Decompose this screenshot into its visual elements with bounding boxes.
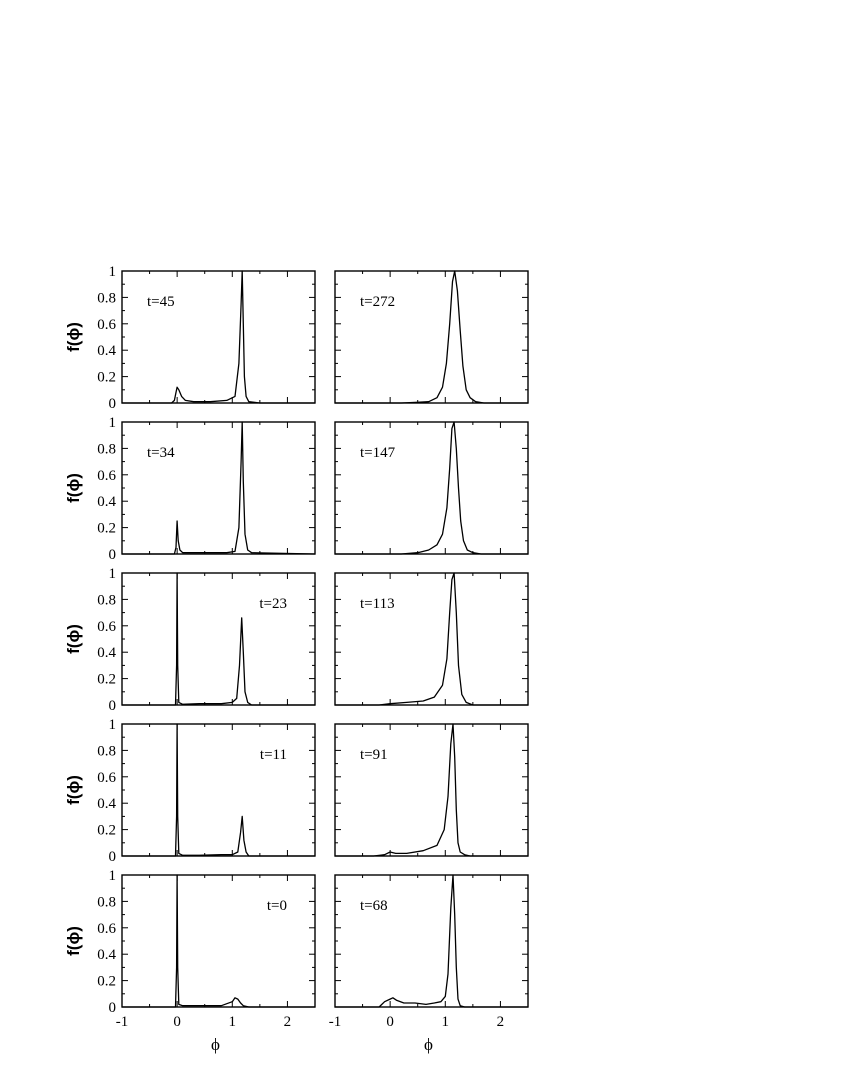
- y-tick-label: 0: [109, 396, 117, 412]
- y-tick-label: 0.8: [97, 592, 116, 608]
- y-tick-label: 1: [109, 264, 117, 280]
- panel-time-label: t=68: [360, 898, 388, 914]
- y-axis-label: f(ϕ): [64, 926, 83, 956]
- y-tick-label: 0.4: [97, 947, 116, 963]
- y-tick-label: 0: [109, 849, 117, 865]
- x-tick-label: -1: [116, 1014, 129, 1030]
- distribution-curve: [122, 270, 315, 404]
- panel-1: 0 0.2 0.4 0.6 0.8 1 t=45 f(ϕ): [64, 264, 316, 412]
- distribution-curve: [335, 572, 528, 706]
- distribution-curve: [122, 874, 315, 1008]
- plot-frame: [121, 572, 316, 706]
- panel-4: t=147: [334, 421, 529, 555]
- panel-7: 0 0.2 0.4 0.6 0.8 1 t=11 f(ϕ): [64, 717, 316, 865]
- y-tick-label: 0: [109, 547, 117, 563]
- y-tick-label: 0.2: [97, 521, 116, 537]
- y-tick-label: 1: [109, 415, 117, 431]
- y-tick-label: 0: [109, 1000, 117, 1016]
- x-tick-label: 0: [173, 1014, 181, 1030]
- distribution-curve: [335, 421, 528, 555]
- panel-time-label: t=34: [147, 445, 175, 461]
- y-tick-label: 0.2: [97, 370, 116, 386]
- y-tick-label: 0.2: [97, 672, 116, 688]
- y-tick-label: 0.6: [97, 619, 116, 635]
- x-tick-label: -1: [329, 1014, 342, 1030]
- y-axis-label: f(ϕ): [64, 775, 83, 805]
- panel-time-label: t=272: [360, 294, 395, 310]
- y-tick-label: 0: [109, 698, 117, 714]
- x-tick-label: 0: [386, 1014, 394, 1030]
- y-tick-label: 1: [109, 566, 117, 582]
- y-tick-label: 0.8: [97, 894, 116, 910]
- y-tick-label: 0.2: [97, 974, 116, 990]
- distribution-curve: [122, 572, 315, 706]
- plot-frame: [121, 874, 316, 1008]
- panel-time-label: t=23: [259, 596, 287, 612]
- y-tick-label: 0.8: [97, 290, 116, 306]
- plot-frame: [334, 421, 529, 555]
- y-tick-label: 0.4: [97, 343, 116, 359]
- plot-frame: [121, 270, 316, 404]
- y-tick-label: 1: [109, 717, 117, 733]
- distribution-curve: [335, 874, 528, 1008]
- plot-frame: [121, 421, 316, 555]
- distribution-curve: [335, 270, 528, 404]
- x-tick-label: 1: [442, 1014, 450, 1030]
- panel-time-label: t=113: [360, 596, 395, 612]
- panel-time-label: t=11: [260, 747, 287, 763]
- y-tick-label: 1: [109, 868, 117, 884]
- panel-6: t=113: [334, 572, 529, 706]
- y-tick-label: 0.4: [97, 796, 116, 812]
- distribution-curve: [122, 723, 315, 857]
- distribution-curve: [122, 421, 316, 555]
- x-axis-label: ϕ: [211, 1035, 220, 1054]
- plot-frame: [334, 723, 529, 857]
- y-axis-label: f(ϕ): [64, 322, 83, 352]
- panel-time-label: t=45: [147, 294, 175, 310]
- y-tick-label: 0.8: [97, 743, 116, 759]
- x-axis-label: ϕ: [424, 1035, 433, 1054]
- panel-8: t=91: [334, 723, 529, 857]
- panel-3: 0 0.2 0.4 0.6 0.8 1 t=34 f(ϕ): [64, 415, 316, 563]
- plot-frame: [121, 723, 316, 857]
- plot-frame: [334, 270, 529, 404]
- plot-frame: [334, 874, 529, 1008]
- y-tick-label: 0.6: [97, 770, 116, 786]
- panel-10: -1 0 1 2 t=68 ϕ: [329, 874, 529, 1054]
- panel-time-label: t=147: [360, 445, 396, 461]
- y-axis-label: f(ϕ): [64, 624, 83, 654]
- panel-5: 0 0.2 0.4 0.6 0.8 1 t=23 f(ϕ): [64, 566, 316, 714]
- y-tick-label: 0.2: [97, 823, 116, 839]
- y-tick-label: 0.8: [97, 441, 116, 457]
- y-tick-label: 0.4: [97, 494, 116, 510]
- y-tick-label: 0.4: [97, 645, 116, 661]
- y-axis-label: f(ϕ): [64, 473, 83, 503]
- x-tick-label: 1: [229, 1014, 237, 1030]
- distribution-curve: [335, 723, 528, 857]
- x-tick-label: 2: [284, 1014, 292, 1030]
- plot-frame: [334, 572, 529, 706]
- panel-2: t=272: [334, 270, 529, 404]
- y-tick-label: 0.6: [97, 468, 116, 484]
- y-tick-label: 0.6: [97, 317, 116, 333]
- panel-time-label: t=91: [360, 747, 388, 763]
- x-tick-label: 2: [497, 1014, 505, 1030]
- panel-time-label: t=0: [267, 898, 287, 914]
- y-tick-label: 0.6: [97, 921, 116, 937]
- panel-9: -1 0 1 200.20.40.60.81t=0f(ϕ)ϕ: [64, 868, 316, 1054]
